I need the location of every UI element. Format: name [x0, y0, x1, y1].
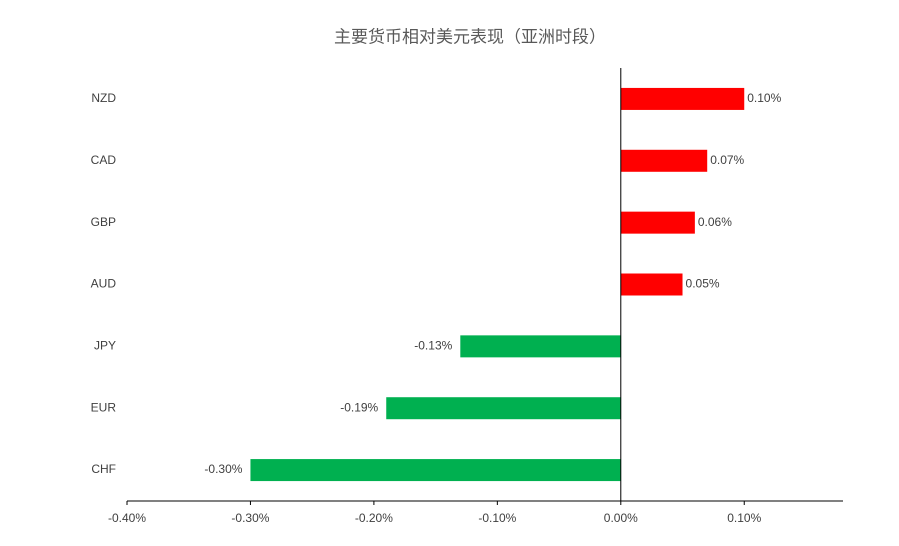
bar: [620, 149, 708, 172]
bar: [460, 335, 621, 358]
bar: [620, 273, 683, 296]
x-tick-label: 0.00%: [604, 511, 638, 525]
value-label: 0.06%: [698, 215, 732, 229]
bar: [620, 211, 695, 234]
value-label: -0.19%: [340, 400, 378, 414]
y-tick-label: EUR: [91, 400, 117, 414]
y-tick-label: JPY: [94, 339, 116, 353]
x-tick-label: -0.40%: [108, 511, 146, 525]
value-label: 0.07%: [710, 153, 744, 167]
bar: [386, 397, 621, 420]
y-tick-label: NZD: [91, 91, 116, 105]
y-tick-label: CAD: [91, 153, 117, 167]
value-label: 0.05%: [686, 277, 720, 291]
y-tick-label: AUD: [91, 277, 117, 291]
x-tick-label: -0.10%: [478, 511, 516, 525]
bar: [250, 459, 621, 482]
value-label: 0.10%: [747, 91, 781, 105]
chart-title: 主要货币相对美元表现（亚洲时段）: [334, 27, 606, 46]
x-tick-label: -0.20%: [355, 511, 393, 525]
value-label: -0.30%: [204, 462, 242, 476]
x-tick-label: 0.10%: [727, 511, 761, 525]
value-label: -0.13%: [414, 339, 452, 353]
y-tick-label: CHF: [91, 462, 116, 476]
bar: [620, 87, 745, 110]
x-tick-label: -0.30%: [231, 511, 269, 525]
y-tick-label: GBP: [91, 215, 116, 229]
